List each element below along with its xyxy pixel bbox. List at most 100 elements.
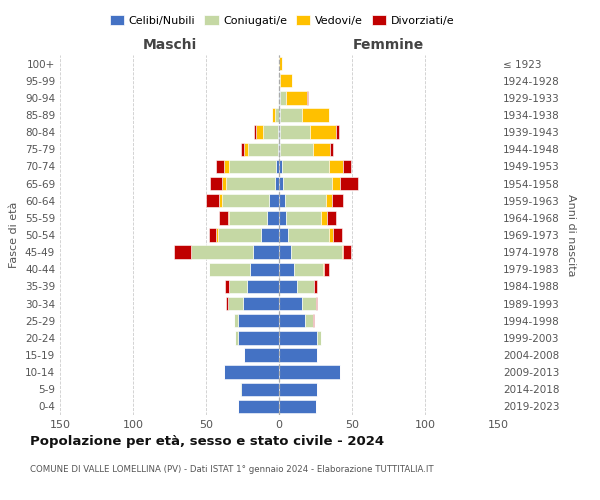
Bar <box>279 194 285 207</box>
Bar <box>238 400 279 413</box>
Bar <box>216 160 224 173</box>
Bar <box>279 91 280 104</box>
Bar <box>310 126 336 139</box>
Bar <box>279 57 282 70</box>
Bar <box>279 348 317 362</box>
Bar <box>279 74 280 88</box>
Bar <box>276 160 279 173</box>
Bar <box>263 126 278 139</box>
Bar <box>286 211 322 224</box>
Bar <box>209 228 216 241</box>
Bar <box>279 400 316 413</box>
Bar <box>254 126 256 139</box>
Bar <box>275 108 279 122</box>
Bar <box>327 211 336 224</box>
Bar <box>323 262 324 276</box>
Bar <box>248 142 278 156</box>
Bar <box>224 160 229 173</box>
Bar <box>332 194 343 207</box>
Bar <box>288 228 329 241</box>
Bar <box>313 142 330 156</box>
Bar <box>342 246 343 259</box>
Bar <box>216 228 218 241</box>
Bar <box>279 331 317 344</box>
Bar <box>279 366 340 379</box>
Bar <box>279 126 280 139</box>
Bar <box>343 246 350 259</box>
Bar <box>241 142 244 156</box>
Bar <box>229 280 247 293</box>
Bar <box>280 108 302 122</box>
Bar <box>302 108 329 122</box>
Bar <box>302 297 316 310</box>
Bar <box>247 280 279 293</box>
Bar <box>316 297 317 310</box>
Bar <box>296 280 314 293</box>
Bar <box>250 262 279 276</box>
Y-axis label: Anni di nascita: Anni di nascita <box>566 194 576 276</box>
Bar <box>226 177 275 190</box>
Bar <box>333 228 342 241</box>
Bar <box>280 126 310 139</box>
Bar <box>326 194 332 207</box>
Bar <box>322 211 327 224</box>
Bar <box>279 314 305 328</box>
Bar <box>219 194 222 207</box>
Bar <box>280 142 313 156</box>
Y-axis label: Fasce di età: Fasce di età <box>10 202 19 268</box>
Bar <box>278 126 279 139</box>
Bar <box>279 280 296 293</box>
Bar <box>290 246 342 259</box>
Text: COMUNE DI VALLE LOMELLINA (PV) - Dati ISTAT 1° gennaio 2024 - Elaborazione TUTTI: COMUNE DI VALLE LOMELLINA (PV) - Dati IS… <box>30 465 434 474</box>
Bar <box>279 382 317 396</box>
Bar <box>329 160 343 173</box>
Bar <box>224 366 279 379</box>
Bar <box>329 228 333 241</box>
Bar <box>244 348 279 362</box>
Bar <box>332 177 340 190</box>
Bar <box>218 228 262 241</box>
Bar <box>336 126 339 139</box>
Bar <box>226 297 228 310</box>
Bar <box>280 74 292 88</box>
Bar <box>229 160 276 173</box>
Bar <box>307 91 308 104</box>
Bar <box>174 246 191 259</box>
Bar <box>206 194 219 207</box>
Bar <box>279 108 280 122</box>
Bar <box>234 314 238 328</box>
Bar <box>279 142 280 156</box>
Bar <box>340 177 358 190</box>
Bar <box>228 297 242 310</box>
Bar <box>283 177 332 190</box>
Bar <box>278 142 279 156</box>
Bar <box>239 382 241 396</box>
Bar <box>262 228 279 241</box>
Bar <box>222 194 269 207</box>
Bar <box>275 177 279 190</box>
Bar <box>282 160 329 173</box>
Bar <box>241 382 279 396</box>
Text: Femmine: Femmine <box>353 38 424 52</box>
Bar <box>256 126 263 139</box>
Bar <box>238 331 279 344</box>
Bar <box>343 160 350 173</box>
Bar <box>272 108 275 122</box>
Bar <box>280 91 286 104</box>
Bar <box>286 91 307 104</box>
Bar <box>279 177 283 190</box>
Bar <box>229 211 268 224</box>
Bar <box>244 142 248 156</box>
Bar <box>219 211 228 224</box>
Bar <box>191 246 253 259</box>
Bar <box>279 160 282 173</box>
Bar <box>268 211 279 224</box>
Bar <box>222 177 226 190</box>
Text: Maschi: Maschi <box>142 38 197 52</box>
Bar <box>279 262 293 276</box>
Bar <box>225 280 229 293</box>
Bar <box>253 246 279 259</box>
Bar <box>293 262 323 276</box>
Legend: Celibi/Nubili, Coniugati/e, Vedovi/e, Divorziati/e: Celibi/Nubili, Coniugati/e, Vedovi/e, Di… <box>106 10 458 30</box>
Bar <box>313 314 314 328</box>
